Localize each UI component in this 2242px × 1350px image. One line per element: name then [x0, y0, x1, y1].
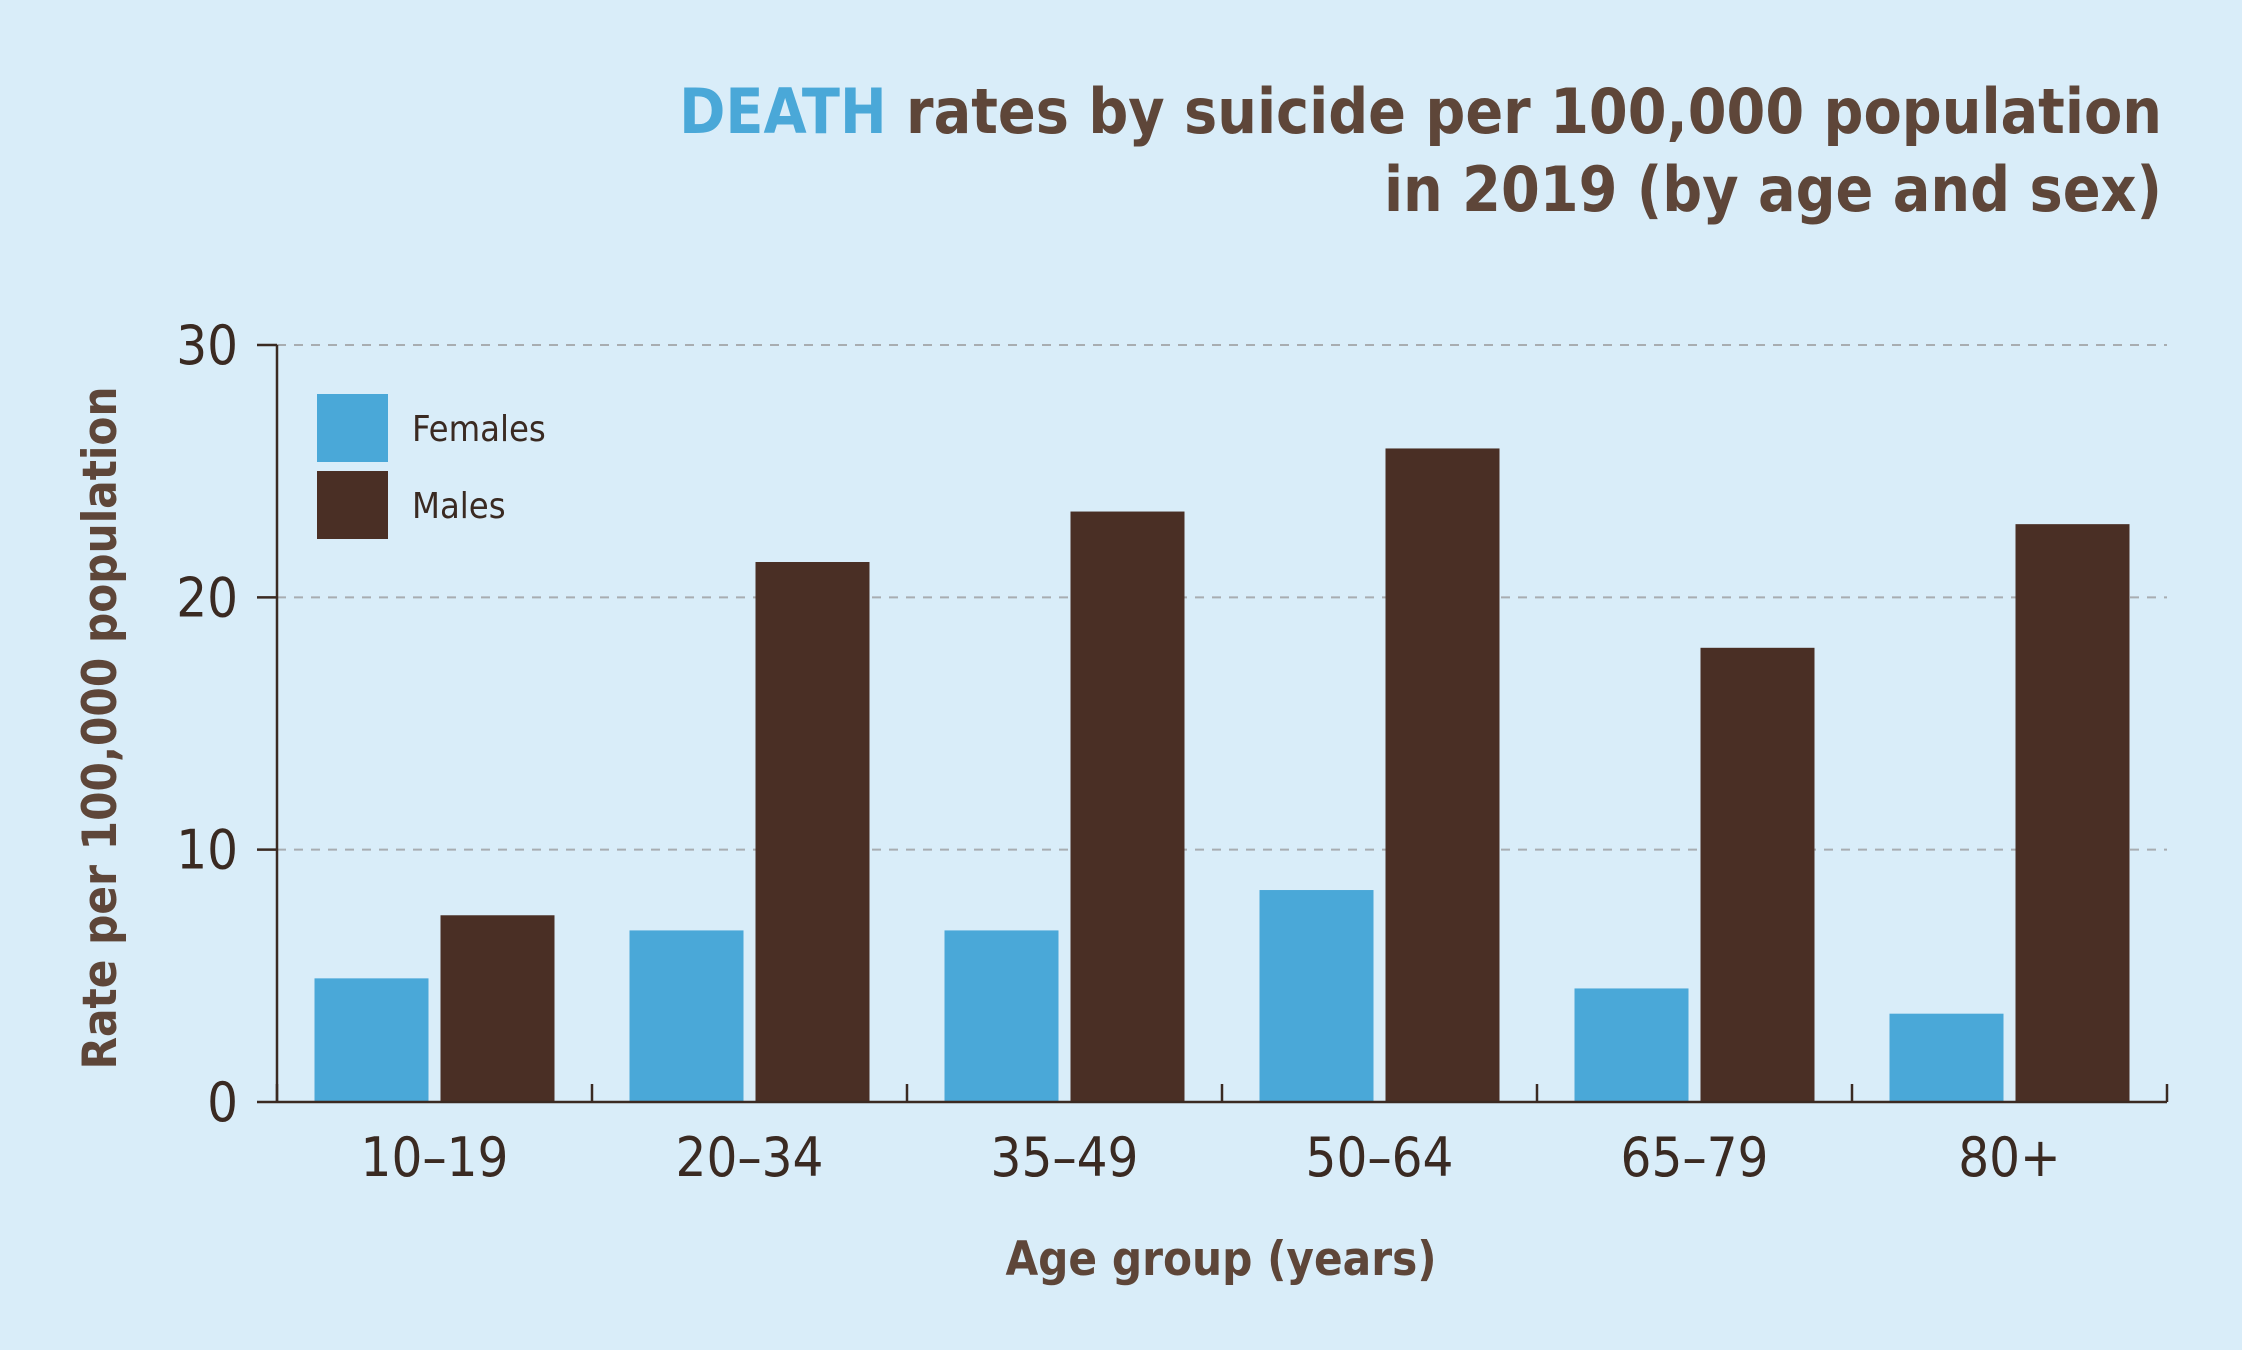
bar-males-2 [755, 562, 870, 1102]
chart-title-line-1: DEATH rates by suicide per 100,000 popul… [679, 75, 2162, 148]
chart-title-rest: rates by suicide per 100,000 population [887, 75, 2162, 148]
y-tick-label: 20 [176, 566, 238, 629]
x-tick-labels: 10–19 20–34 35–49 50–64 65–79 80+ [361, 1126, 2061, 1189]
chart-title-accent: DEATH [679, 75, 887, 148]
bar-females-5 [1574, 988, 1689, 1102]
x-tick-label: 65–79 [1621, 1126, 1769, 1189]
x-tick-label: 20–34 [676, 1126, 824, 1189]
bar-females-6 [1889, 1013, 2004, 1102]
legend-label-males: Males [412, 486, 506, 527]
x-tick-label: 10–19 [361, 1126, 509, 1189]
legend-swatch-males [317, 471, 388, 539]
bar-males-1 [440, 915, 555, 1102]
x-tick-label: 80+ [1958, 1126, 2061, 1189]
x-axis-title: Age group (years) [1005, 1232, 1436, 1287]
y-axis-title: Rate per 100,000 population [73, 386, 128, 1069]
bar-females-2 [629, 930, 744, 1102]
bar-females-1 [314, 978, 429, 1102]
bar-males-3 [1070, 511, 1185, 1102]
bar-males-4 [1385, 448, 1500, 1102]
legend-swatch-females [317, 394, 388, 462]
legend: Females Males [317, 394, 546, 539]
y-tick-label: 0 [207, 1071, 238, 1134]
y-tick-label: 30 [176, 314, 238, 377]
bar-males-6 [2015, 524, 2130, 1102]
bar-females-4 [1259, 890, 1374, 1102]
bars [314, 448, 2130, 1102]
y-tick-label: 10 [176, 819, 238, 882]
x-tick-label: 50–64 [1306, 1126, 1454, 1189]
y-tick-labels: 0 10 20 30 [176, 314, 238, 1134]
chart-title-line-2: in 2019 (by age and sex) [1384, 153, 2162, 226]
bar-males-5 [1700, 647, 1815, 1102]
legend-label-females: Females [412, 409, 546, 450]
gridlines [277, 344, 2167, 851]
axes [257, 343, 2169, 1104]
x-tick-label: 35–49 [991, 1126, 1139, 1189]
bar-females-3 [944, 930, 1059, 1102]
